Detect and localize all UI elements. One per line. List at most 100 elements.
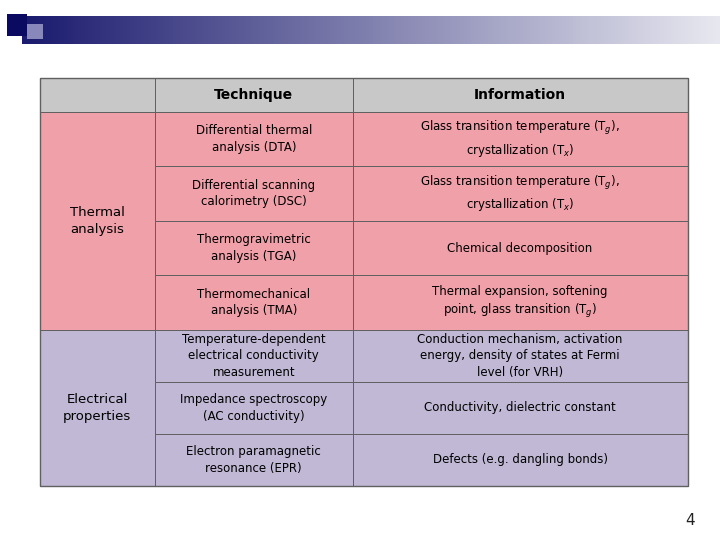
Bar xyxy=(225,16,230,44)
Bar xyxy=(155,382,353,434)
Bar xyxy=(117,16,120,44)
Bar xyxy=(474,16,479,44)
Bar xyxy=(418,16,423,44)
Bar xyxy=(179,16,184,44)
Bar xyxy=(323,16,328,44)
Bar xyxy=(344,16,348,44)
Bar xyxy=(394,16,398,44)
Bar xyxy=(158,16,163,44)
Bar xyxy=(590,16,594,44)
Bar xyxy=(353,78,688,112)
Bar xyxy=(608,16,612,44)
Bar xyxy=(562,16,567,44)
Bar xyxy=(85,16,89,44)
Bar xyxy=(572,16,577,44)
Bar xyxy=(127,16,131,44)
Bar xyxy=(42,16,47,44)
Bar xyxy=(696,16,700,44)
Bar xyxy=(190,16,194,44)
Bar xyxy=(145,16,148,44)
Bar xyxy=(173,16,176,44)
Bar xyxy=(176,16,180,44)
Bar xyxy=(222,16,226,44)
Bar xyxy=(155,221,353,275)
Bar xyxy=(580,16,584,44)
Bar xyxy=(207,16,212,44)
Bar xyxy=(334,16,338,44)
Bar xyxy=(40,330,155,486)
Bar xyxy=(699,16,703,44)
Bar xyxy=(671,16,675,44)
Bar xyxy=(353,221,688,275)
Bar xyxy=(40,112,155,330)
Bar xyxy=(436,16,440,44)
Bar xyxy=(647,16,650,44)
Bar xyxy=(576,16,580,44)
Bar xyxy=(306,16,310,44)
Bar xyxy=(432,16,436,44)
Bar xyxy=(316,16,320,44)
Bar xyxy=(552,16,556,44)
Bar xyxy=(348,16,352,44)
Text: Electrical
properties: Electrical properties xyxy=(63,393,131,423)
Bar xyxy=(685,16,689,44)
Bar xyxy=(253,16,258,44)
Bar xyxy=(57,16,61,44)
Bar xyxy=(353,112,688,166)
Bar xyxy=(653,16,657,44)
Bar xyxy=(600,16,605,44)
Bar xyxy=(338,16,342,44)
Bar xyxy=(499,16,503,44)
Text: Temperature-dependent
electrical conductivity
measurement: Temperature-dependent electrical conduct… xyxy=(182,333,325,379)
Bar xyxy=(288,16,292,44)
Bar xyxy=(186,16,191,44)
Text: Chemical decomposition: Chemical decomposition xyxy=(447,241,593,254)
Bar xyxy=(327,16,331,44)
Bar xyxy=(467,16,472,44)
Text: Defects (e.g. dangling bonds): Defects (e.g. dangling bonds) xyxy=(433,454,608,467)
Bar xyxy=(510,16,513,44)
Bar xyxy=(636,16,640,44)
Bar xyxy=(341,16,345,44)
Bar xyxy=(320,16,324,44)
Bar xyxy=(35,16,40,44)
Bar xyxy=(422,16,426,44)
Bar xyxy=(22,16,26,44)
Bar xyxy=(271,16,275,44)
Bar xyxy=(78,16,82,44)
Bar xyxy=(134,16,138,44)
Bar xyxy=(250,16,254,44)
Bar xyxy=(482,16,485,44)
Bar xyxy=(32,16,36,44)
Bar xyxy=(495,16,500,44)
Bar xyxy=(201,16,204,44)
Bar xyxy=(215,16,219,44)
Bar xyxy=(292,16,296,44)
Text: Conductivity, dielectric constant: Conductivity, dielectric constant xyxy=(424,401,616,414)
Bar xyxy=(566,16,570,44)
Bar xyxy=(274,16,279,44)
Bar xyxy=(531,16,535,44)
Bar xyxy=(408,16,412,44)
Bar xyxy=(390,16,395,44)
Bar xyxy=(40,78,155,112)
Bar xyxy=(703,16,706,44)
Bar xyxy=(282,16,286,44)
Bar xyxy=(260,16,264,44)
Bar xyxy=(625,16,629,44)
Bar xyxy=(295,16,300,44)
Bar xyxy=(400,16,405,44)
Bar xyxy=(25,16,30,44)
Bar xyxy=(130,16,135,44)
Bar xyxy=(46,16,50,44)
Text: Differential scanning
calorimetry (DSC): Differential scanning calorimetry (DSC) xyxy=(192,179,315,208)
Text: Information: Information xyxy=(474,88,566,102)
Bar xyxy=(488,16,492,44)
Bar xyxy=(353,166,688,221)
Bar xyxy=(155,78,353,112)
Bar xyxy=(428,16,433,44)
Bar xyxy=(460,16,464,44)
Bar xyxy=(155,16,159,44)
Bar xyxy=(353,382,688,434)
Bar xyxy=(155,330,353,382)
